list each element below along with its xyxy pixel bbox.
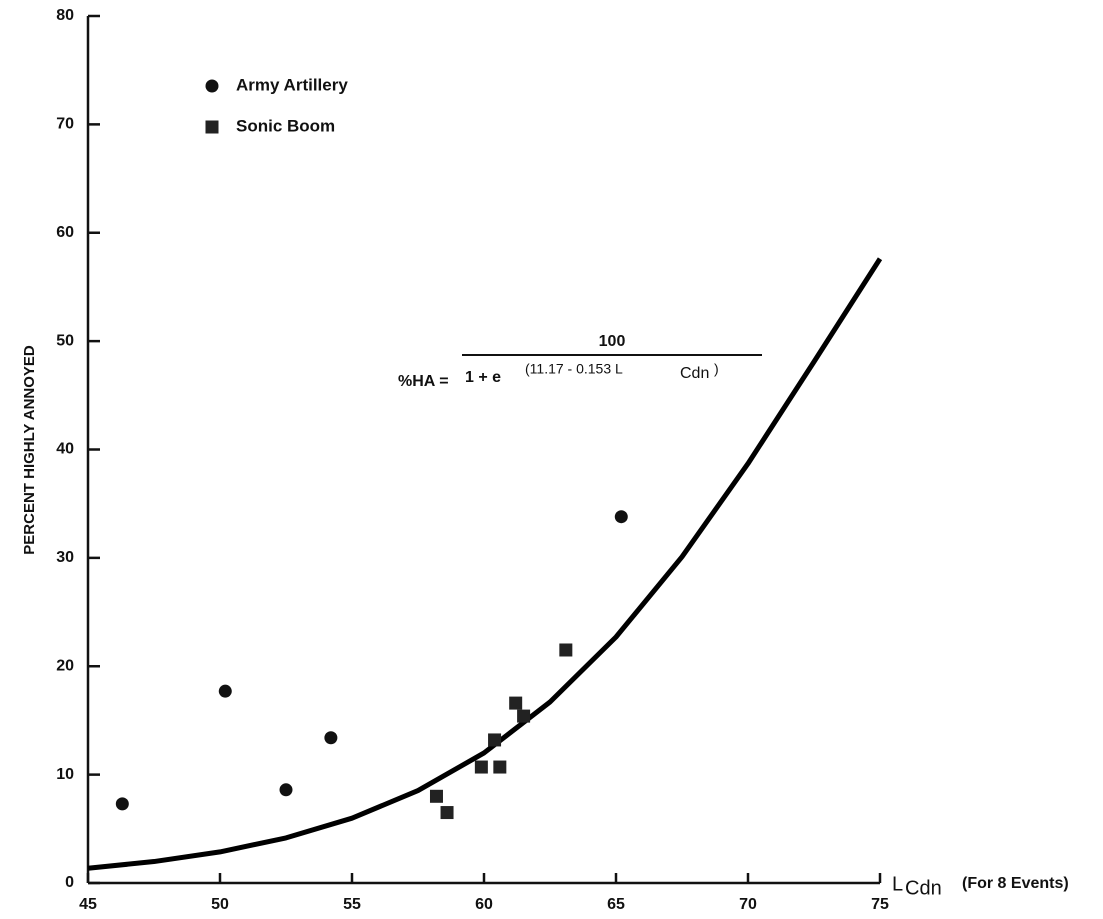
y-tick-label: 0 <box>65 874 74 891</box>
x-tick-label: 70 <box>739 896 757 913</box>
equation-lhs: %HA = <box>398 373 449 390</box>
fit-curve <box>87 257 883 871</box>
y-tick-label: 30 <box>56 549 74 566</box>
data-point <box>517 709 531 723</box>
y-tick-label: 70 <box>56 116 74 133</box>
data-point <box>614 510 628 524</box>
x-tick-label: 50 <box>211 896 229 913</box>
data-point <box>218 684 232 698</box>
data-point <box>279 783 293 797</box>
data-point <box>488 733 502 747</box>
x-tick-label: 60 <box>475 896 493 913</box>
legend-marker <box>205 79 219 93</box>
data-point <box>324 731 338 745</box>
x-tick-label: 65 <box>607 896 625 913</box>
legend-marker <box>205 120 219 134</box>
equation-exponent-sub: Cdn <box>680 365 709 382</box>
x-tick-label: 45 <box>79 896 97 913</box>
y-tick-label: 80 <box>56 7 74 24</box>
equation-denominator: 1 + e <box>465 369 501 386</box>
x-axis-note: (For 8 Events) <box>962 875 1069 892</box>
x-axis-label-sub: Cdn <box>905 877 942 899</box>
y-tick-label: 50 <box>56 332 74 349</box>
y-tick-label: 40 <box>56 441 74 458</box>
y-axis-label: PERCENT HIGHLY ANNOYED <box>21 345 38 555</box>
data-point <box>115 797 129 811</box>
y-tick-label: 20 <box>56 657 74 674</box>
equation-exponent-end: ) <box>714 361 719 377</box>
legend-label: Sonic Boom <box>236 116 335 135</box>
x-tick-label: 55 <box>343 896 361 913</box>
data-point <box>474 760 488 774</box>
y-tick-label: 60 <box>56 224 74 241</box>
data-point <box>493 760 507 774</box>
data-point <box>429 789 443 803</box>
equation: %HA = 100 1 + e (11.17 - 0.153 L Cdn ) <box>398 333 762 390</box>
equation-exponent: (11.17 - 0.153 L <box>525 361 623 377</box>
y-tick-label: 10 <box>56 766 74 783</box>
x-axis-label: L <box>892 873 903 895</box>
data-point <box>440 806 454 820</box>
legend-label: Army Artillery <box>236 75 348 94</box>
equation-numerator: 100 <box>599 333 626 350</box>
data-point <box>559 643 573 657</box>
data-point <box>509 696 523 710</box>
x-tick-label: 75 <box>871 896 889 913</box>
